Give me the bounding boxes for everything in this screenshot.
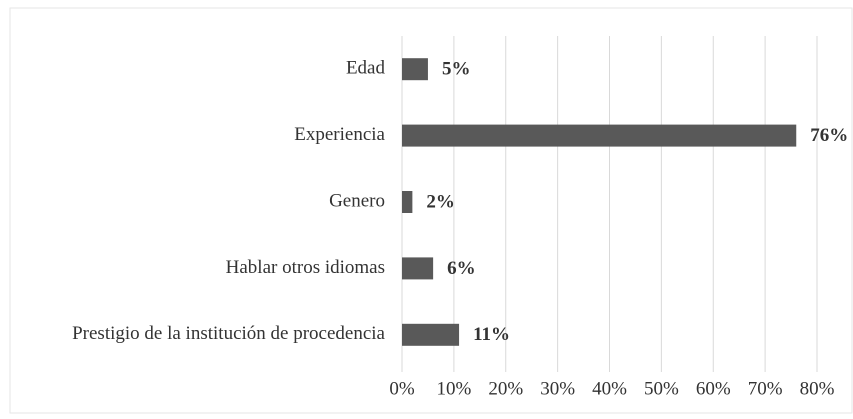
- value-label: 2%: [426, 191, 455, 212]
- x-tick-label: 40%: [592, 378, 627, 399]
- value-label: 76%: [810, 125, 848, 146]
- x-tick-label: 60%: [696, 378, 731, 399]
- x-tick-label: 0%: [389, 378, 415, 399]
- y-tick-label: Prestigio de la institución de procedenc…: [72, 323, 385, 344]
- x-tick-label: 50%: [644, 378, 679, 399]
- y-tick-label: Experiencia: [294, 124, 385, 145]
- bar: [402, 58, 428, 81]
- y-tick-label: Genero: [329, 190, 385, 211]
- x-tick-label: 10%: [436, 378, 471, 399]
- x-tick-label: 20%: [488, 378, 523, 399]
- bar: [402, 124, 797, 147]
- value-label: 6%: [447, 258, 476, 279]
- chart-frame: [9, 7, 853, 414]
- value-label: 5%: [442, 59, 471, 80]
- bar: [402, 257, 434, 280]
- value-label: 11%: [473, 324, 510, 345]
- y-tick-label: Edad: [346, 58, 386, 79]
- x-tick-label: 70%: [748, 378, 783, 399]
- x-tick-label: 80%: [800, 378, 835, 399]
- y-tick-label: Hablar otros idiomas: [226, 257, 385, 278]
- bar: [402, 191, 413, 213]
- bar: [402, 323, 460, 346]
- x-tick-label: 30%: [540, 378, 575, 399]
